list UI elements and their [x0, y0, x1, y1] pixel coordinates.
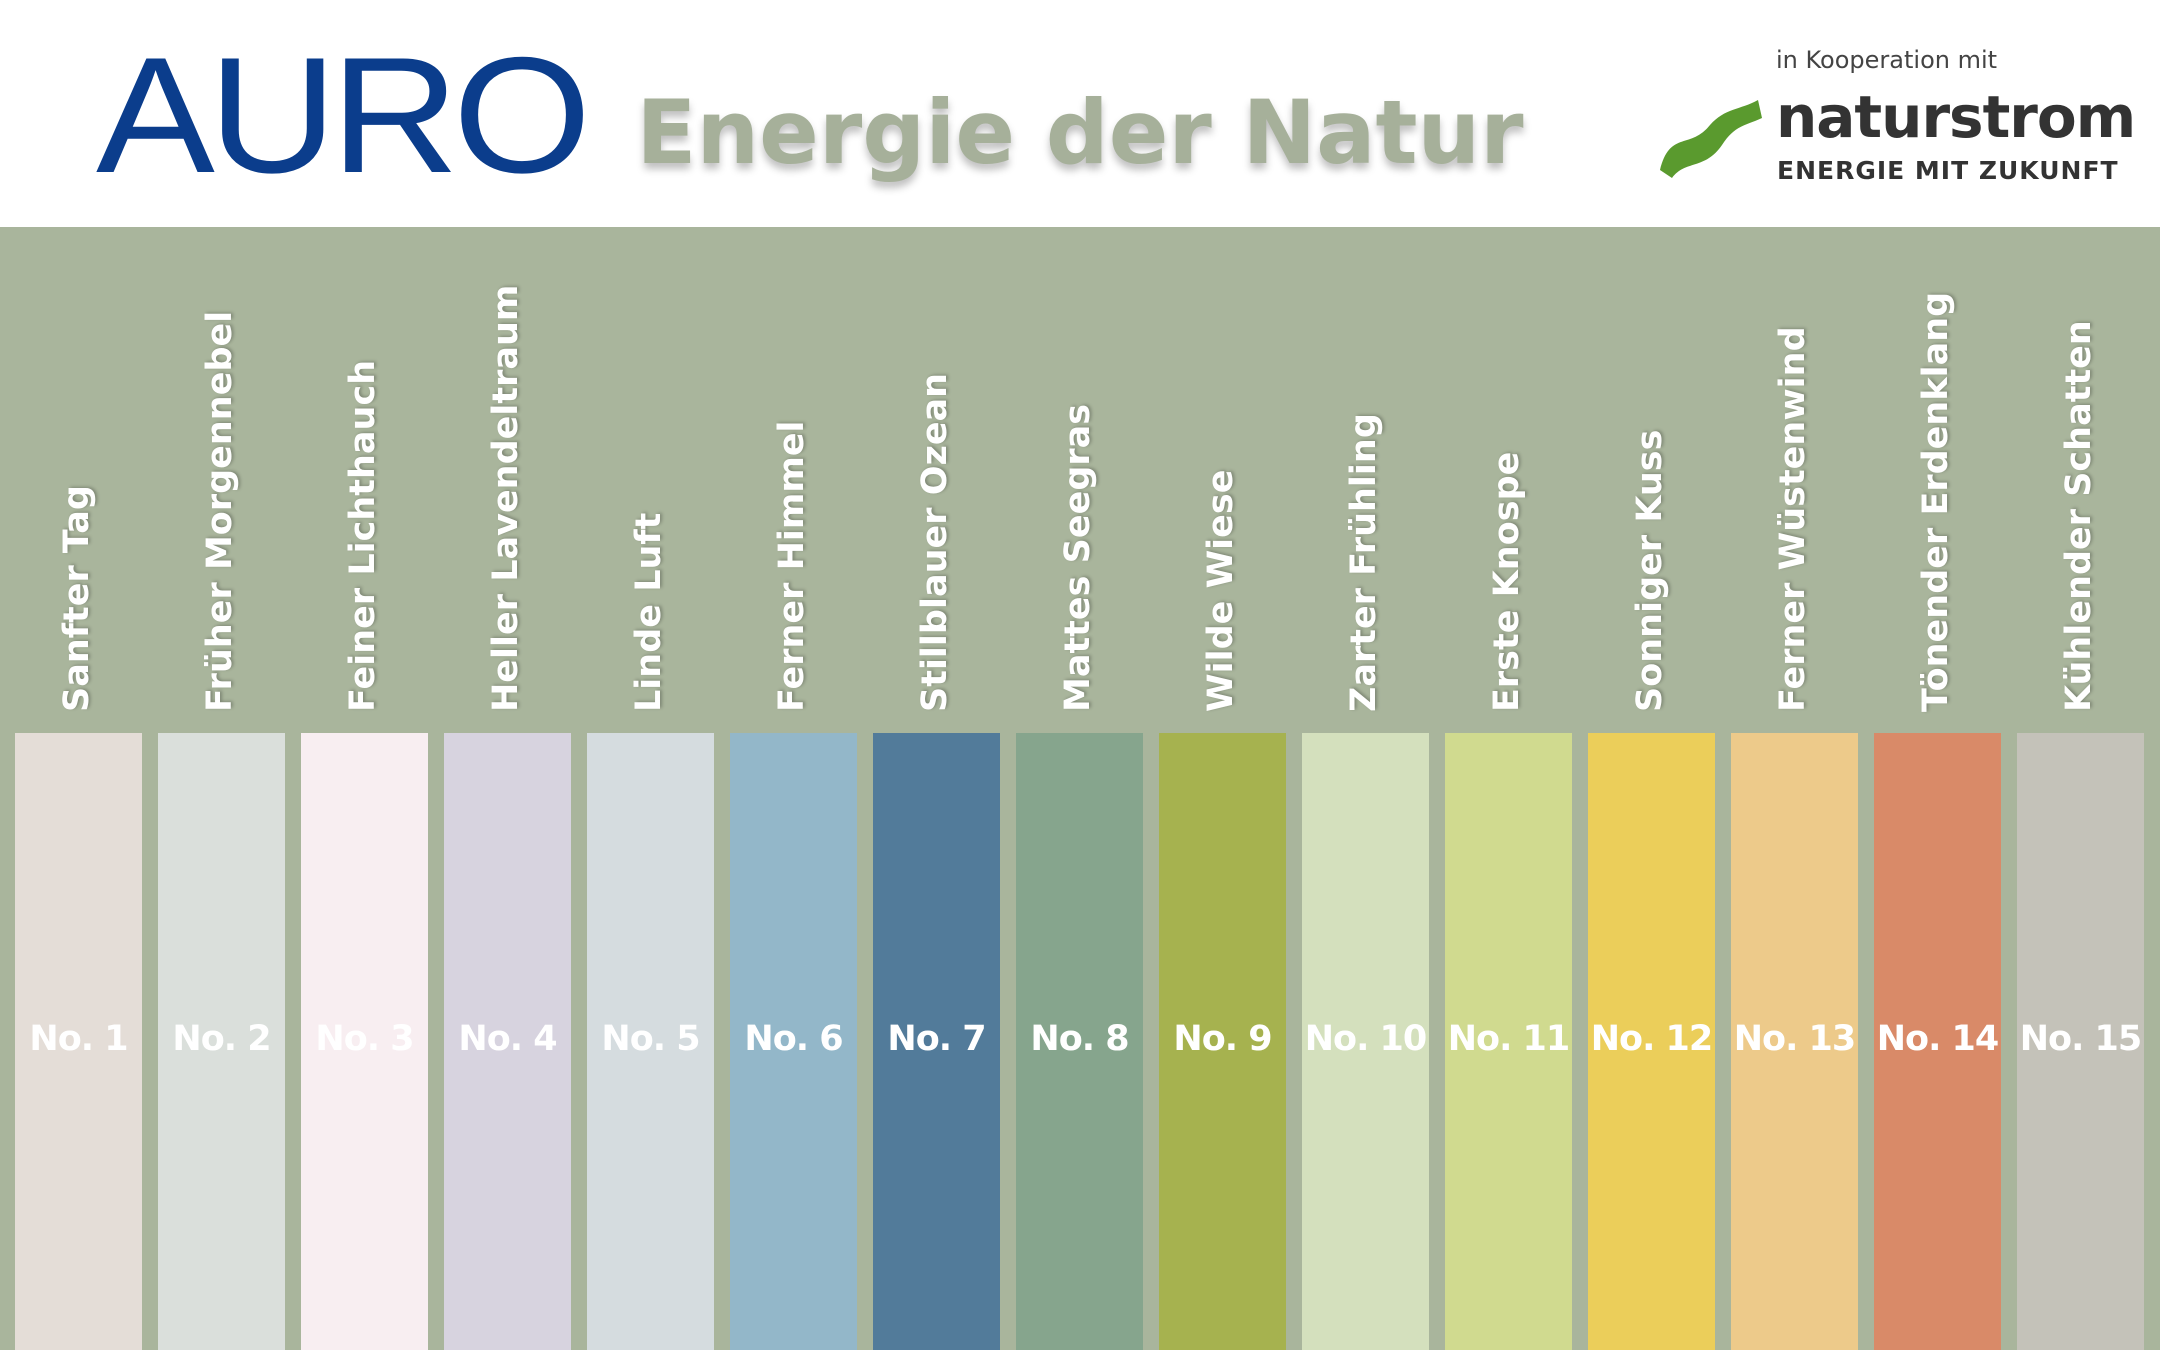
swatch-column: Wilde Wiese No. 9 — [1151, 227, 1286, 1350]
partner-tagline: Energie mit Zukunft — [1777, 156, 2119, 185]
header: AURO Energie der Natur in Kooperation mi… — [0, 0, 2160, 227]
swatch-column: Zarter Frühling No. 10 — [1294, 227, 1429, 1350]
color-swatch[interactable]: No. 5 — [587, 733, 714, 1350]
color-swatch[interactable]: No. 15 — [2017, 733, 2144, 1350]
swatch-name: Feiner Lichthauch — [343, 359, 383, 712]
swatch-name: Tönender Erdenklang — [1916, 291, 1956, 712]
color-swatch[interactable]: No. 1 — [15, 733, 142, 1350]
cooperation-text: in Kooperation mit — [1776, 46, 1998, 74]
swatch-column: Erste Knospe No. 11 — [1437, 227, 1572, 1350]
color-swatch[interactable]: No. 8 — [1016, 733, 1143, 1350]
color-swatch[interactable]: No. 6 — [730, 733, 857, 1350]
swatch-number: No. 8 — [1030, 1019, 1129, 1059]
swatch-name: Mattes Seegras — [1058, 403, 1098, 712]
swatch-column: Ferner Himmel No. 6 — [722, 227, 857, 1350]
swatch-number: No. 9 — [1173, 1019, 1272, 1059]
swatch-number: No. 12 — [1590, 1019, 1714, 1059]
swatch-name: Stillblauer Ozean — [915, 372, 955, 712]
color-swatch[interactable]: No. 10 — [1302, 733, 1429, 1350]
swatch-column: Kühlender Schatten No. 15 — [2009, 227, 2144, 1350]
swatch-number: No. 4 — [458, 1019, 557, 1059]
color-swatch[interactable]: No. 11 — [1445, 733, 1572, 1350]
swatch-number: No. 7 — [887, 1019, 986, 1059]
auro-logo: AURO — [96, 23, 591, 207]
page-title: Energie der Natur — [636, 81, 1524, 184]
swatch-number: No. 1 — [29, 1019, 128, 1059]
color-swatch[interactable]: No. 7 — [873, 733, 1000, 1350]
swatch-name: Erste Knospe — [1487, 451, 1527, 712]
swatch-number: No. 6 — [744, 1019, 843, 1059]
swatch-number: No. 15 — [2019, 1019, 2143, 1059]
color-swatch[interactable]: No. 2 — [158, 733, 285, 1350]
color-swatch[interactable]: No. 9 — [1159, 733, 1286, 1350]
swatch-number: No. 13 — [1733, 1019, 1857, 1059]
swatch-name: Ferner Himmel — [772, 420, 812, 712]
swatch-number: No. 2 — [172, 1019, 271, 1059]
swatch-name: Wilde Wiese — [1201, 469, 1241, 713]
swatch-number: No. 5 — [601, 1019, 700, 1059]
swatch-column: Sonniger Kuss No. 12 — [1580, 227, 1715, 1350]
swatch-column: Tönender Erdenklang No. 14 — [1866, 227, 2001, 1350]
swatch-name: Ferner Wüstenwind — [1773, 326, 1813, 712]
swatch-column: Mattes Seegras No. 8 — [1008, 227, 1143, 1350]
color-swatch[interactable]: No. 14 — [1874, 733, 2001, 1350]
swatch-number: No. 3 — [315, 1019, 414, 1059]
color-swatch[interactable]: No. 12 — [1588, 733, 1715, 1350]
swatch-column: Stillblauer Ozean No. 7 — [865, 227, 1000, 1350]
swatch-column: Früher Morgennebel No. 2 — [150, 227, 285, 1350]
swatch-column: Sanfter Tag No. 1 — [7, 227, 142, 1350]
swatch-number: No. 11 — [1447, 1019, 1571, 1059]
swatch-name: Sanfter Tag — [57, 485, 97, 712]
swatch-name: Sonniger Kuss — [1630, 429, 1670, 712]
partner-name: naturstrom — [1776, 83, 2136, 151]
color-swatch[interactable]: No. 3 — [301, 733, 428, 1350]
swatch-number: No. 14 — [1876, 1019, 2000, 1059]
swatch-column: Heller Lavendeltraum No. 4 — [436, 227, 571, 1350]
swatch-number: No. 10 — [1304, 1019, 1428, 1059]
naturstrom-leaf-icon — [1660, 100, 1762, 178]
swatch-name: Früher Morgennebel — [200, 310, 240, 712]
color-swatch[interactable]: No. 4 — [444, 733, 571, 1350]
color-swatch[interactable]: No. 13 — [1731, 733, 1858, 1350]
swatch-column: Feiner Lichthauch No. 3 — [293, 227, 428, 1350]
swatch-column: Linde Luft No. 5 — [579, 227, 714, 1350]
swatch-name: Zarter Frühling — [1344, 413, 1384, 712]
swatch-name: Kühlender Schatten — [2059, 320, 2099, 712]
swatch-name: Heller Lavendeltraum — [486, 284, 526, 712]
swatch-name: Linde Luft — [629, 512, 669, 712]
swatch-column: Ferner Wüstenwind No. 13 — [1723, 227, 1858, 1350]
